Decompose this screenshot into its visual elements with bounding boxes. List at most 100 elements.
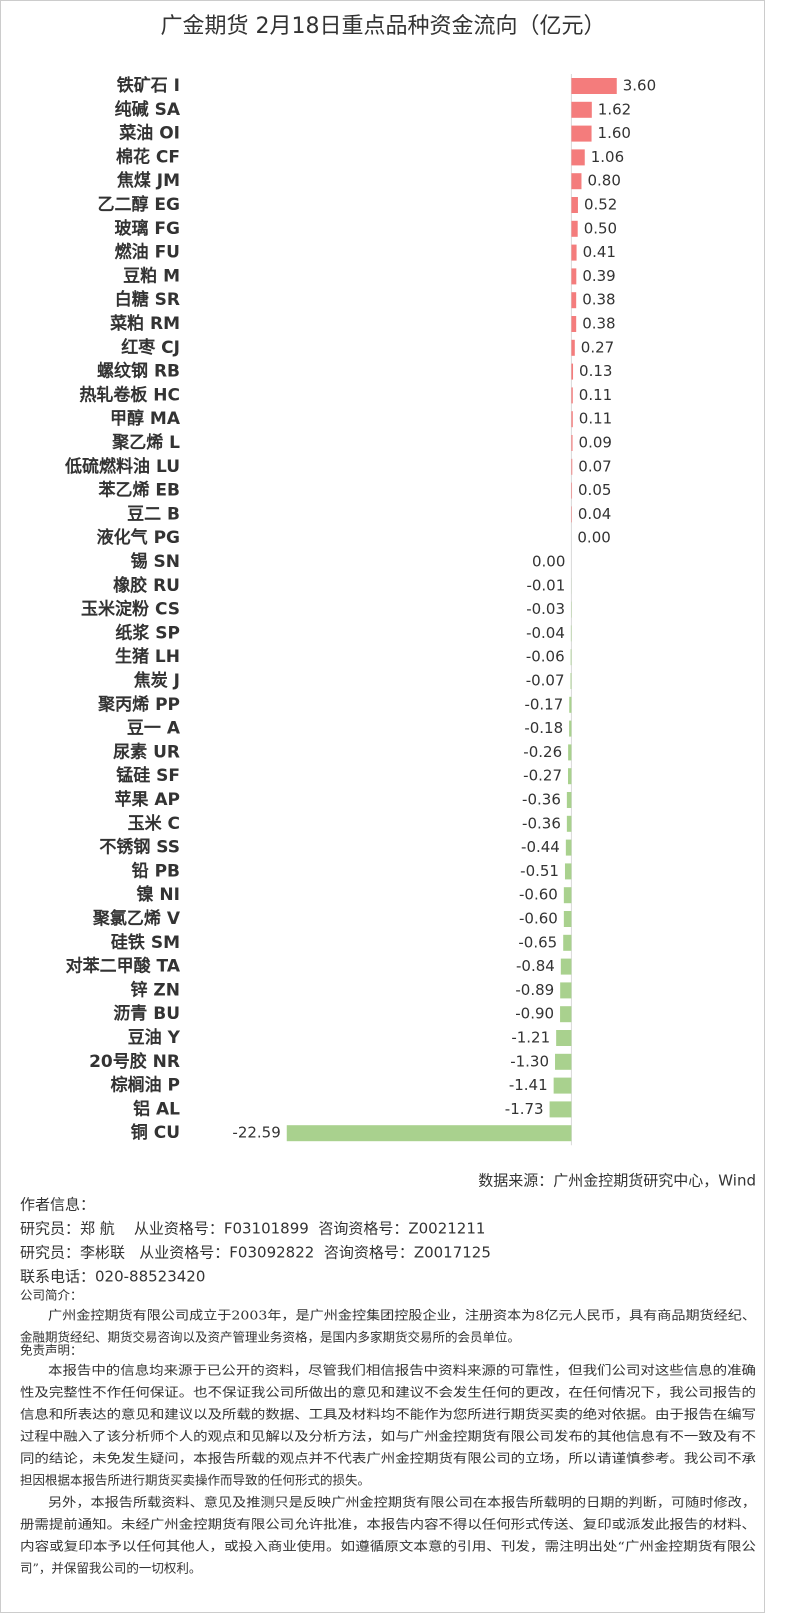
value-label: -1.41 — [509, 1076, 548, 1094]
paragraph-line: 册需提前通知。未经广州金控期货有限公司允许批准，本报告内容不得以任何形式传送、复… — [20, 1517, 756, 1532]
paragraph-line: 担因根据本报告所进行期货买卖操作而导致的任何形式的损失。 — [20, 1473, 370, 1488]
value-label: -0.89 — [515, 981, 554, 999]
author-heading: 作者信息： — [20, 1196, 95, 1214]
chart-title: 广金期货 2月18日重点品种资金流向（亿元） — [161, 14, 606, 39]
author: 研究员：郑 航 从业资格号：F03101899 咨询资格号：Z0021211 — [20, 1220, 485, 1238]
paragraph-line: 过程中融入了该分析师个人的观点和见解以及分析方法，如与广州金控期货有限公司发布的… — [20, 1429, 756, 1444]
value-label: -0.17 — [524, 695, 563, 713]
bar — [569, 696, 572, 713]
bar — [571, 435, 573, 451]
category-label: 豆粕 M — [123, 265, 180, 286]
paragraph-line: 司”，并保留我公司的一切权利。 — [20, 1561, 201, 1576]
category-label: 乙二醇 EG — [98, 194, 181, 215]
value-label: 0.00 — [577, 529, 610, 547]
bar — [571, 197, 578, 213]
value-label: -1.30 — [510, 1052, 549, 1070]
bar — [563, 934, 572, 951]
bar — [560, 958, 572, 975]
category-label: 铜 CU — [131, 1122, 180, 1143]
value-label: 0.50 — [584, 219, 617, 237]
value-label: -0.84 — [516, 957, 555, 975]
value-label: 0.13 — [579, 362, 612, 380]
value-label: -0.03 — [526, 600, 565, 618]
category-label: 液化气 PG — [97, 527, 180, 548]
category-label: 不锈钢 SS — [99, 837, 180, 858]
value-label: -0.51 — [520, 862, 559, 880]
bar — [553, 1077, 572, 1094]
paragraph-line: 同的结论，未免发生疑问，本报告所载的观点并不代表广州金控期货有限公司的立场，所以… — [20, 1451, 757, 1466]
bar — [560, 982, 572, 999]
bar — [571, 411, 573, 428]
value-label: -0.60 — [519, 886, 558, 904]
bar — [571, 125, 592, 142]
bar — [570, 625, 572, 642]
bar — [571, 78, 617, 94]
category-label: 纯碱 SA — [115, 99, 181, 120]
category-label: 橡胶 RU — [113, 575, 180, 596]
category-label: 棕榈油 P — [111, 1075, 180, 1096]
source: 数据来源：广州金控期货研究中心，Wind — [478, 1172, 756, 1190]
value-label: 0.04 — [578, 505, 611, 523]
value-label: 1.60 — [598, 124, 631, 142]
value-label: -0.26 — [523, 743, 562, 761]
category-label: 硅铁 SM — [111, 932, 180, 953]
value-label: 3.60 — [623, 77, 656, 95]
bar — [571, 173, 582, 190]
value-label: -0.36 — [522, 814, 561, 832]
category-label: 铅 PB — [132, 860, 180, 881]
bar — [568, 744, 572, 761]
value-label: 0.05 — [578, 481, 611, 499]
bar — [556, 1030, 572, 1046]
category-label: 热轧卷板 HC — [79, 384, 180, 405]
category-label: 豆二 B — [127, 504, 180, 524]
value-label: -22.59 — [232, 1124, 280, 1142]
paragraph-line: 信息和所表达的意见和建议以及所载的数据、工具及材料均不能作为您所进行期货买卖的绝… — [20, 1407, 756, 1422]
paragraph-line: 广州金控期货有限公司成立于2003年，是广州金控集团控股企业，注册资本为8亿元人… — [48, 1308, 756, 1323]
author: 研究员：李彬联 从业资格号：F03092822 咨询资格号：Z0017125 — [20, 1244, 491, 1262]
category-label: 镍 NI — [137, 884, 180, 905]
bar — [571, 458, 573, 475]
category-label: 锰硅 SF — [116, 765, 180, 786]
intro-heading: 公司简介： — [20, 1288, 83, 1303]
category-label: 燃油 FU — [115, 242, 180, 263]
bar — [571, 316, 577, 332]
value-label: -0.36 — [522, 791, 561, 809]
bar — [571, 339, 575, 356]
bar — [565, 839, 572, 856]
value-label: 0.00 — [532, 553, 565, 571]
category-label: 螺纹钢 RB — [97, 361, 180, 382]
category-label: 玉米 C — [128, 813, 180, 834]
value-label: 0.38 — [582, 315, 615, 333]
bar — [571, 149, 585, 166]
category-label: 苹果 AP — [114, 789, 180, 810]
value-label: 0.11 — [579, 410, 612, 428]
bar — [555, 1053, 572, 1070]
category-label: 沥青 BU — [113, 1003, 180, 1024]
value-label: -0.04 — [526, 624, 565, 642]
category-label: 生猪 LH — [115, 646, 180, 667]
bar — [571, 244, 577, 261]
bar — [571, 220, 578, 237]
category-label: 豆油 Y — [128, 1027, 181, 1048]
disclaimer-heading: 免责声明： — [20, 1343, 83, 1358]
category-label: 棉花 CF — [116, 146, 180, 167]
bar — [570, 673, 572, 689]
bar — [571, 268, 577, 285]
category-label: 玻璃 FG — [115, 218, 181, 239]
bar — [570, 649, 572, 666]
value-label: -0.60 — [519, 910, 558, 928]
value-label: -0.18 — [524, 719, 563, 737]
bar — [560, 1006, 572, 1023]
value-label: -0.01 — [526, 576, 565, 594]
paragraph-line: 性及完整性不作任何保证。也不保证我公司所做出的意见和建议不会发生任何的更改，在任… — [20, 1385, 756, 1400]
value-label: 0.27 — [581, 338, 614, 356]
value-label: -1.21 — [511, 1029, 550, 1047]
category-label: 玉米淀粉 CS — [81, 599, 180, 620]
paragraph-line: 内容或复印本予以任何其他人，或投入商业使用。如遵循原文本意的引用、刊发，需注明出… — [20, 1539, 757, 1554]
value-label: 0.11 — [579, 386, 612, 404]
value-label: 0.41 — [583, 243, 616, 261]
bar — [571, 363, 574, 380]
bar — [571, 482, 573, 499]
value-label: 0.52 — [584, 196, 617, 214]
